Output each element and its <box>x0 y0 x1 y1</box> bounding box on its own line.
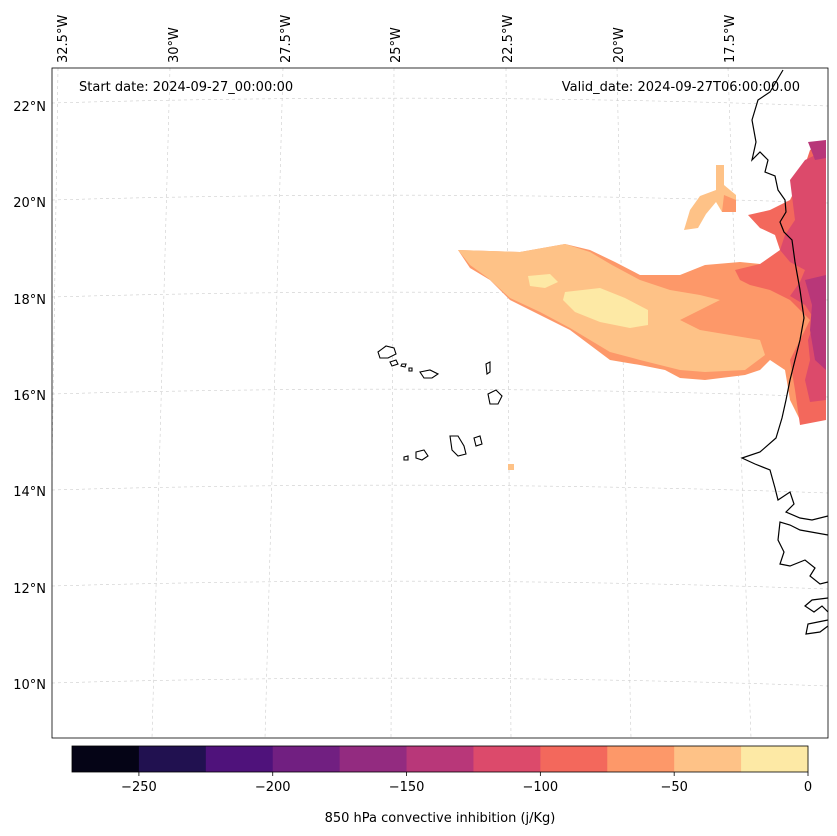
colorbar-ticks: −250 −200 −150 −100 −50 0 <box>121 772 812 795</box>
island-fogo <box>415 449 429 461</box>
start-date-label: Start date: 2024-09-27_00:00:00 <box>79 80 293 95</box>
colorbar-swatch <box>205 746 274 772</box>
island-brava <box>403 455 409 461</box>
colorbar-tick-label: 0 <box>804 780 812 795</box>
meridian-22-5w <box>505 68 512 738</box>
meridian-30w <box>151 68 171 738</box>
lon-label-17-5w: 17.5°W <box>723 15 738 63</box>
cin-contours <box>458 140 826 470</box>
map-content <box>52 68 828 738</box>
colorbar-swatches <box>72 746 809 772</box>
island-santo-antao <box>377 345 397 359</box>
latitude-labels: 22°N 20°N 18°N 16°N 14°N 12°N 10°N <box>13 100 46 693</box>
cin-region-coast-magenta <box>808 140 826 160</box>
cin-region-coast-magenta-2 <box>805 275 826 370</box>
colorbar-swatch <box>339 746 408 772</box>
lat-label-10n: 10°N <box>13 678 46 693</box>
parallel-gridlines <box>52 97 828 687</box>
colorbar-tick-label: −250 <box>121 780 157 795</box>
lon-label-27-5w: 27.5°W <box>279 15 294 63</box>
island-sal <box>485 361 491 375</box>
meridian-20w <box>616 68 632 738</box>
meridian-gridlines <box>52 68 752 738</box>
meridian-27-5w <box>264 68 284 738</box>
lon-label-22-5w: 22.5°W <box>501 15 516 63</box>
cape-verde-islands <box>377 345 503 461</box>
island-boa-vista <box>487 389 503 405</box>
cin-region-north-patch-orange <box>722 195 736 212</box>
cin-region-plume-core <box>563 288 648 328</box>
colorbar-tick-label: −100 <box>523 780 559 795</box>
lat-label-12n: 12°N <box>13 582 46 597</box>
map-frame <box>51 67 829 739</box>
africa-coastline <box>740 69 828 635</box>
colorbar-outline <box>71 745 809 773</box>
cin-region-plume-core-small <box>528 274 558 288</box>
lon-label-30w: 30°W <box>167 27 182 63</box>
meridian-17-5w <box>727 68 752 738</box>
parallel-16n <box>52 388 828 398</box>
colorbar-swatch <box>272 746 341 772</box>
lat-label-16n: 16°N <box>13 389 46 404</box>
lat-label-14n: 14°N <box>13 485 46 500</box>
colorbar-swatch <box>540 746 608 772</box>
island-sao-nicolau <box>419 369 440 379</box>
parallel-22n <box>52 97 828 107</box>
island-sao-vicente <box>389 359 399 367</box>
lon-label-32-5w: 32.5°W <box>56 15 71 63</box>
colorbar-swatch <box>674 746 742 772</box>
colorbar-swatch <box>406 746 474 772</box>
lat-label-20n: 20°N <box>13 196 46 211</box>
map-background <box>52 68 828 738</box>
colorbar-swatch <box>72 746 140 772</box>
colorbar: −250 −200 −150 −100 −50 0 850 hPa convective … <box>71 745 812 826</box>
longitude-labels: 32.5°W 30°W 27.5°W 25°W 22.5°W 20°W 17.5… <box>56 15 738 63</box>
island-santa-luzia <box>400 363 407 368</box>
colorbar-tick-label: −50 <box>660 780 687 795</box>
colorbar-swatch <box>607 746 675 772</box>
parallel-18n <box>52 291 828 301</box>
parallel-12n <box>52 580 828 590</box>
parallel-20n <box>52 194 828 204</box>
lat-label-18n: 18°N <box>13 293 46 308</box>
colorbar-tick-label: −200 <box>255 780 291 795</box>
island-santiago <box>449 435 467 457</box>
parallel-14n <box>52 484 828 494</box>
colorbar-swatch <box>473 746 541 772</box>
colorbar-tick-label: −150 <box>389 780 425 795</box>
lon-label-25w: 25°W <box>389 27 404 63</box>
island-rocky-islet <box>408 367 413 372</box>
colorbar-label: 850 hPa convective inhibition (j/Kg) <box>325 811 556 826</box>
cin-speck <box>508 464 514 470</box>
lat-label-22n: 22°N <box>13 100 46 115</box>
cin-region-north-patch <box>684 165 736 230</box>
colorbar-swatch <box>741 746 809 772</box>
valid-date-label: Valid_date: 2024-09-27T06:00:00.00 <box>562 80 800 95</box>
lon-label-20w: 20°W <box>612 27 627 63</box>
map-panel <box>51 67 829 739</box>
island-maio <box>473 435 483 447</box>
colorbar-swatch <box>138 746 207 772</box>
parallel-10n <box>52 677 828 687</box>
meridian-25w <box>390 68 395 738</box>
